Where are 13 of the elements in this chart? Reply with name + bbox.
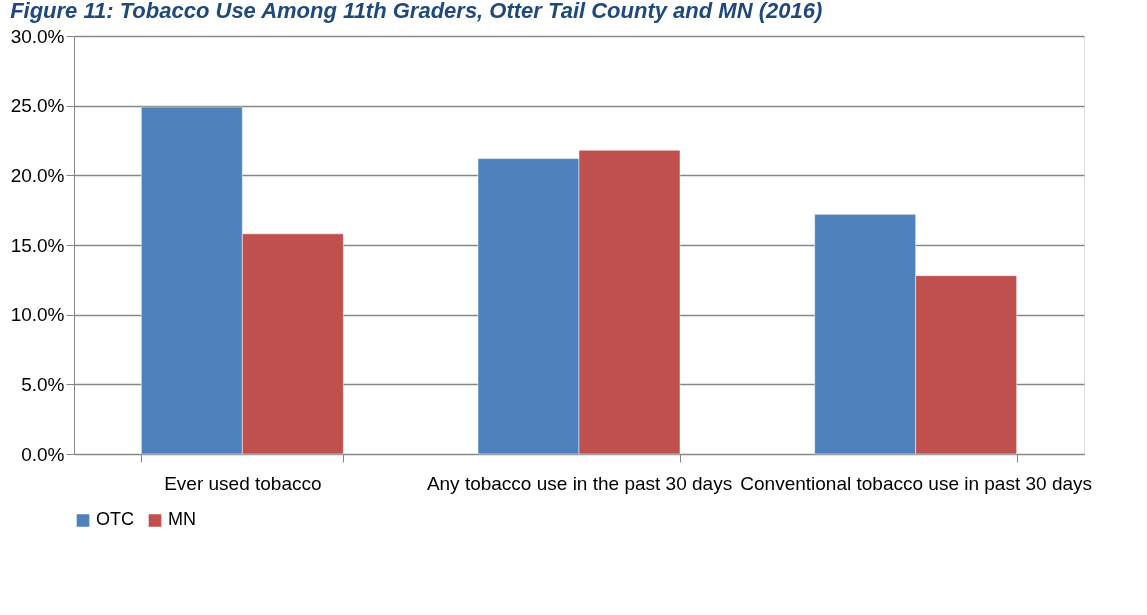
x-tick-label: Conventional tobacco use in past 30 days [740, 472, 1093, 494]
y-tick-label: 15.0% [10, 234, 65, 256]
y-tick-label: 10.0% [10, 304, 65, 326]
y-tick-label: 5.0% [21, 373, 65, 395]
legend-label: MN [168, 509, 196, 530]
y-tick-label: 30.0% [10, 25, 65, 47]
x-tick-label: Any tobacco use in the past 30 days [426, 472, 733, 494]
y-tick-label: 25.0% [10, 95, 65, 117]
y-tick-label: 20.0% [10, 164, 65, 186]
y-tick-label: 0.0% [21, 443, 65, 465]
chart-title: Figure 11: Tobacco Use Among 11th Graders, Otter Tail County and MN (2016) [10, 0, 823, 23]
legend-label: OTC [96, 509, 134, 530]
x-tick-label: Ever used tobacco [164, 472, 322, 494]
